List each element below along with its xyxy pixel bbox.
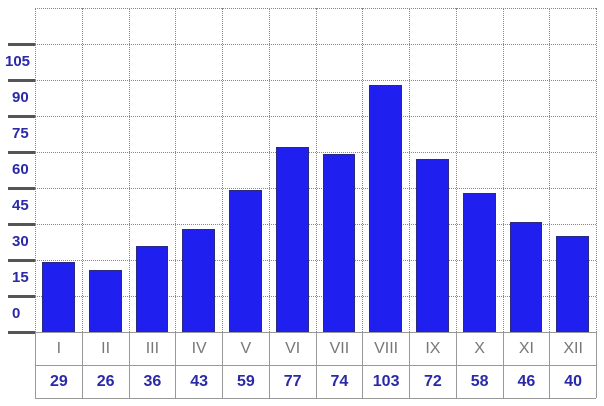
- grid-line-v: [596, 8, 597, 332]
- value-label: 26: [81, 365, 129, 398]
- grid-line-v: [455, 8, 457, 332]
- y-tick-label: 90: [12, 89, 29, 106]
- y-tick: [8, 79, 35, 82]
- month-label: V: [222, 332, 269, 365]
- y-tick-label: 15: [12, 269, 29, 286]
- month-label: XII: [549, 332, 596, 365]
- bar: [322, 154, 356, 332]
- grid-line-v: [502, 8, 504, 332]
- y-tick: [8, 259, 35, 262]
- grid-line-v: [362, 8, 364, 332]
- grid-line-v: [175, 8, 177, 332]
- grid-line-v: [315, 8, 317, 332]
- value-label: 58: [455, 365, 503, 398]
- bar: [369, 84, 402, 332]
- bar: [135, 245, 169, 332]
- bar: [556, 236, 589, 332]
- grid-line-v: [128, 8, 130, 332]
- table-line: [596, 332, 597, 398]
- value-label: 77: [268, 365, 316, 398]
- grid-line-v: [81, 8, 83, 332]
- month-label: I: [35, 332, 82, 365]
- bar: [462, 192, 496, 332]
- month-label: IV: [175, 332, 222, 365]
- value-label: 29: [35, 365, 82, 398]
- grid-line-v: [222, 8, 223, 332]
- month-label: XI: [502, 332, 550, 365]
- bar: [88, 269, 122, 332]
- y-tick-label: 75: [12, 125, 29, 142]
- month-label: II: [81, 332, 129, 365]
- grid-line-v: [35, 8, 36, 332]
- y-tick: [8, 331, 35, 334]
- value-label: 72: [409, 365, 456, 398]
- bar: [416, 159, 449, 332]
- value-label: 40: [549, 365, 596, 398]
- value-label: 59: [222, 365, 269, 398]
- y-tick: [8, 115, 35, 118]
- y-tick-label: 45: [12, 197, 29, 214]
- y-tick: [8, 223, 35, 226]
- grid-line-v: [549, 8, 551, 332]
- bar: [275, 147, 309, 332]
- bar: [509, 221, 543, 332]
- table-line: [35, 398, 596, 399]
- month-label: VII: [315, 332, 363, 365]
- grid-line-v: [268, 8, 270, 332]
- month-label: X: [455, 332, 503, 365]
- month-label: IX: [409, 332, 456, 365]
- value-label: 36: [128, 365, 176, 398]
- y-tick-label: 30: [12, 233, 29, 250]
- month-label: VI: [268, 332, 316, 365]
- month-label: III: [128, 332, 176, 365]
- y-tick-label: 105: [5, 53, 31, 70]
- y-tick: [8, 43, 35, 46]
- value-label: 74: [315, 365, 363, 398]
- grid-line-v: [409, 8, 410, 332]
- y-tick: [8, 151, 35, 154]
- bar: [42, 262, 75, 332]
- y-tick: [8, 187, 35, 190]
- y-tick-label: 60: [12, 161, 29, 178]
- value-label: 103: [362, 365, 409, 398]
- y-tick-label: 0: [12, 305, 21, 322]
- value-label: 46: [502, 365, 550, 398]
- bar: [182, 228, 215, 332]
- bar: [229, 190, 262, 332]
- month-label: VIII: [362, 332, 409, 365]
- value-label: 43: [175, 365, 222, 398]
- y-tick: [8, 295, 35, 298]
